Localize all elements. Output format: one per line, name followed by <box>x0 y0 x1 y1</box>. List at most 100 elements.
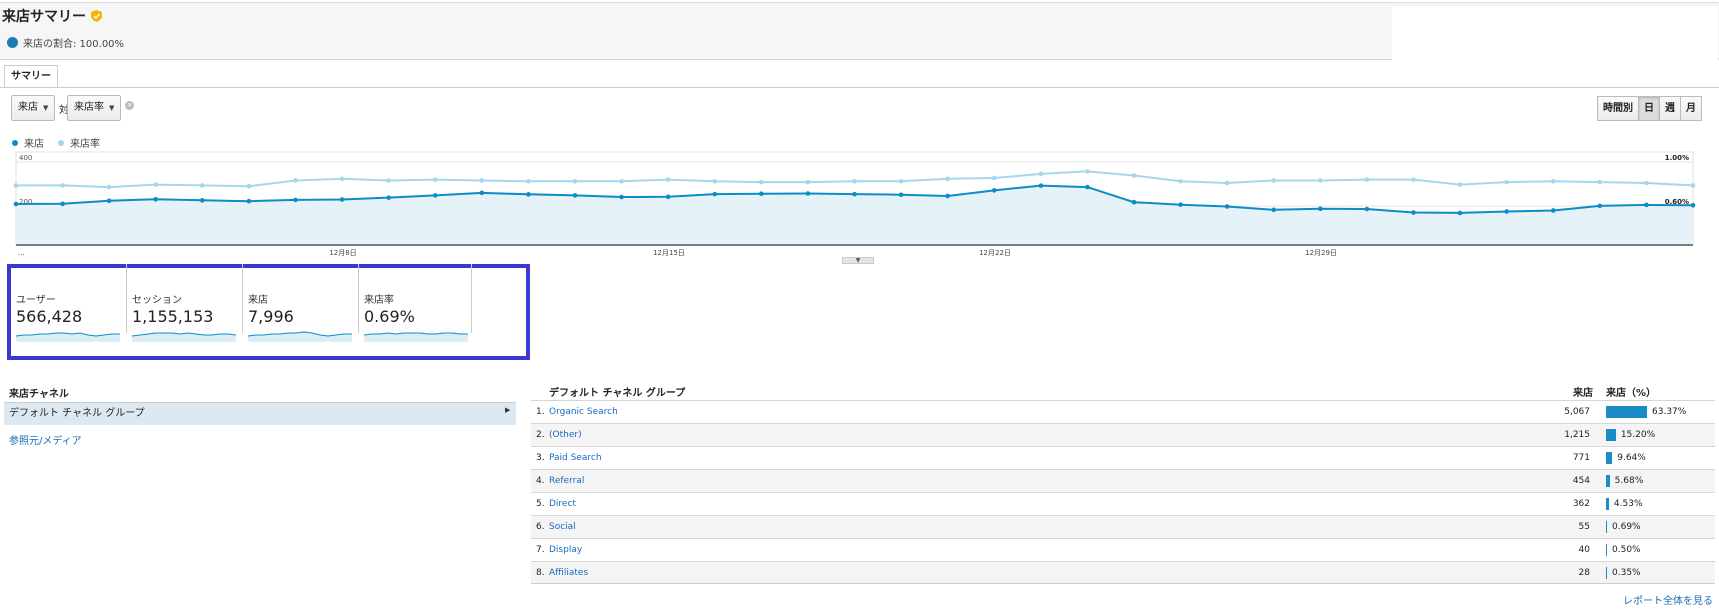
rate-point <box>1597 179 1603 185</box>
sparkline <box>364 332 468 342</box>
row-channel-link[interactable]: Organic Search <box>549 407 618 417</box>
rate-point <box>106 184 112 190</box>
rate-point <box>1411 177 1416 182</box>
header-blank-area <box>1392 6 1718 61</box>
sample-percentage: 来店の割合: 100.00% <box>7 35 124 50</box>
table-header-dimension: デフォルト チャネル グループ <box>549 388 686 399</box>
row-channel-link[interactable]: Affiliates <box>549 568 589 578</box>
x-tick-label: 12月22日 <box>979 249 1011 257</box>
sparkline-line <box>132 332 236 337</box>
visits-point <box>293 197 298 203</box>
sparkline <box>132 332 236 342</box>
y-right-tick-label: 0.60% <box>1665 198 1689 206</box>
metric-card[interactable]: ユーザー 566,428 <box>11 264 127 342</box>
visits-point <box>1457 210 1463 216</box>
row-visits: 55 <box>1578 522 1590 532</box>
visits-point <box>106 198 112 204</box>
chevron-down-icon: ▼ <box>43 104 49 112</box>
visits-point <box>200 198 205 203</box>
metric-label: 来店 <box>248 295 268 306</box>
rate-point <box>1178 179 1183 184</box>
chevron-right-icon: ▶ <box>505 406 511 414</box>
y-right-tick-label: 1.00% <box>1665 154 1689 162</box>
row-channel-link[interactable]: Direct <box>549 499 576 509</box>
rate-point <box>153 182 159 187</box>
legend-item-visits[interactable]: 来店 <box>12 135 44 150</box>
row-visits: 362 <box>1572 499 1590 509</box>
table-header-visits: 来店 <box>1573 388 1593 399</box>
rate-point <box>1085 169 1090 174</box>
granularity-day[interactable]: 日 <box>1638 96 1660 121</box>
row-rank: 4. <box>536 476 545 486</box>
visits-point <box>13 201 19 207</box>
row-channel-link[interactable]: Paid Search <box>549 453 602 463</box>
table-row: 5. Direct 362 4.53% <box>531 492 1715 515</box>
rate-point <box>1364 177 1370 182</box>
visits-point <box>1318 206 1323 212</box>
sparkline-area <box>364 333 468 342</box>
metric-label: ユーザー <box>16 295 56 306</box>
row-channel-link[interactable]: Display <box>549 545 583 555</box>
metric-select-primary[interactable]: 来店 ▼ <box>11 95 56 121</box>
granularity-hourly[interactable]: 時間別 <box>1597 96 1639 121</box>
row-pct: 15.20% <box>1620 430 1656 440</box>
granularity-month[interactable]: 月 <box>1680 96 1702 121</box>
rate-point <box>339 176 345 182</box>
legend-label: 来店 <box>24 139 44 150</box>
rate-point <box>1690 183 1696 188</box>
rate-point <box>805 179 811 185</box>
metric-value: 1,155,153 <box>132 307 214 326</box>
rate-point <box>759 179 764 185</box>
row-channel-link[interactable]: Social <box>549 522 576 532</box>
full-report-link[interactable]: レポート全体を見る <box>1623 596 1713 607</box>
source-medium-link[interactable]: 参照元/メディア <box>9 436 82 447</box>
row-channel-link[interactable]: Referral <box>549 476 585 486</box>
visits-point <box>479 190 485 196</box>
metric-label: セッション <box>132 295 182 306</box>
rate-point <box>1457 182 1463 187</box>
rate-point <box>293 178 298 183</box>
table-header: デフォルト チャネル グループ 来店 来店（%） <box>531 384 1715 400</box>
rate-point <box>991 175 997 181</box>
row-rank: 6. <box>536 522 545 532</box>
remove-icon[interactable]: × <box>125 101 134 110</box>
tab-summary[interactable]: サマリー <box>4 65 58 88</box>
row-share-bar <box>1606 406 1647 418</box>
visits-point <box>712 191 718 197</box>
table-row: 1. Organic Search 5,067 63.37% <box>531 400 1715 423</box>
visits-point <box>1224 204 1230 209</box>
rate-point <box>479 178 485 183</box>
granularity-toggle: 時間別 日 週 月 <box>1597 96 1702 121</box>
visits-point <box>386 195 391 200</box>
visits-point <box>1597 203 1603 209</box>
metric-card[interactable]: セッション 1,155,153 <box>127 264 243 342</box>
channel-panel-selected[interactable]: デフォルト チャネル グループ <box>4 402 516 425</box>
visits-point <box>1178 202 1183 207</box>
granularity-week[interactable]: 週 <box>1659 96 1681 121</box>
visits-point <box>1411 210 1416 215</box>
visits-point <box>246 198 252 204</box>
metric-select-secondary[interactable]: 来店率 ▼ <box>67 95 122 121</box>
visits-point <box>1364 206 1370 212</box>
chart-collapse-handle[interactable]: ▼ <box>842 257 874 264</box>
legend-item-rate[interactable]: 来店率 <box>58 135 100 150</box>
row-channel-link[interactable]: (Other) <box>549 430 582 440</box>
row-rank: 8. <box>536 568 545 578</box>
row-share-bar <box>1606 475 1610 487</box>
visits-point <box>619 194 624 200</box>
rate-point <box>1224 180 1230 186</box>
row-pct: 63.37% <box>1652 407 1687 417</box>
metric-card[interactable]: 来店 7,996 <box>243 264 359 342</box>
x-tick-label: 12月8日 <box>329 249 356 257</box>
metric-label: 来店率 <box>364 295 394 306</box>
visits-point <box>805 191 811 196</box>
rate-point <box>246 183 252 189</box>
rate-point <box>200 183 205 188</box>
metric-card[interactable]: 来店率 0.69% <box>359 264 472 342</box>
table-row: 8. Affiliates 28 0.35% <box>531 561 1715 584</box>
rate-point <box>898 179 904 184</box>
row-visits: 40 <box>1578 545 1590 555</box>
channel-panel-title: 来店チャネル <box>9 389 69 400</box>
metric-value: 0.69% <box>364 307 415 326</box>
title-row: 来店サマリー <box>2 6 102 26</box>
